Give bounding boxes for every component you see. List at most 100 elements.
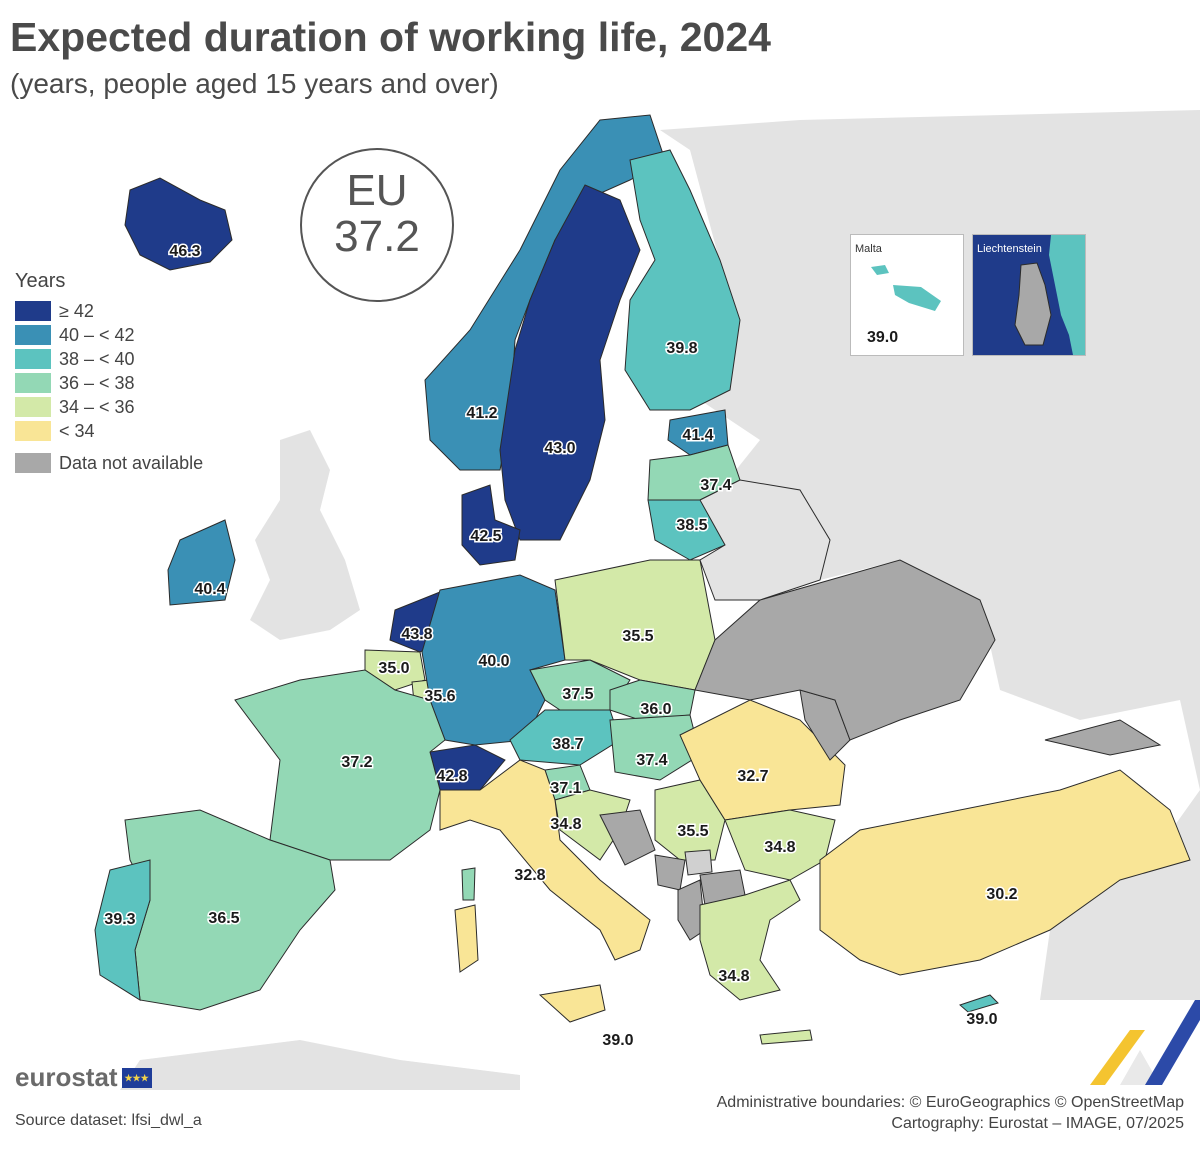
country-romania xyxy=(679,699,846,821)
landmass-uk xyxy=(250,430,360,640)
legend-item: ≥ 42 xyxy=(15,299,203,323)
value-denmark: 42.5 xyxy=(470,528,501,545)
value-cyprus: 39.0 xyxy=(966,1011,997,1028)
value-netherlands: 43.8 xyxy=(401,626,432,643)
island-crete xyxy=(759,1029,813,1045)
value-serbia: 35.5 xyxy=(677,823,708,840)
value-slovakia: 36.0 xyxy=(640,701,671,718)
legend-swatch xyxy=(15,397,51,417)
value-sweden: 43.0 xyxy=(544,440,575,457)
value-hungary: 37.4 xyxy=(636,752,667,769)
value-bulgaria: 34.8 xyxy=(764,839,795,856)
country-kosovo xyxy=(684,849,713,876)
eurostat-logo: eurostat ★★★ xyxy=(15,1062,152,1093)
legend-label: ≥ 42 xyxy=(59,300,94,321)
credits-boundaries: Administrative boundaries: © EuroGeograp… xyxy=(716,1094,1184,1111)
legend: Years ≥ 42 40 – < 42 38 – < 40 36 – < 38… xyxy=(15,270,203,475)
source-note: Source dataset: lfsi_dwl_a xyxy=(15,1112,202,1129)
value-portugal: 39.3 xyxy=(104,911,135,928)
inset-value: 39.0 xyxy=(867,329,899,346)
legend-label: Data not available xyxy=(59,452,204,473)
value-luxembourg: 35.6 xyxy=(424,688,455,705)
country-montenegro xyxy=(654,854,686,891)
value-france: 37.2 xyxy=(341,754,372,771)
value-greece: 34.8 xyxy=(718,968,749,985)
value-iceland: 46.3 xyxy=(169,243,200,260)
legend-swatch xyxy=(15,349,51,369)
credits: Administrative boundaries: © EuroGeograp… xyxy=(717,1092,1184,1134)
value-switzerland: 42.8 xyxy=(436,768,467,785)
island-corsica xyxy=(461,867,476,901)
country-iceland xyxy=(124,177,233,271)
country-cyprus xyxy=(959,994,999,1013)
legend-label: 34 – < 36 xyxy=(59,396,135,417)
malta-shape xyxy=(871,265,941,311)
country-hungary xyxy=(609,714,701,781)
country-portugal xyxy=(94,859,151,1001)
value-malta-south: 39.0 xyxy=(602,1032,633,1049)
eu-value: 37.2 xyxy=(334,212,420,261)
inset-name: Liechtenstein xyxy=(977,243,1042,255)
value-belgium: 35.0 xyxy=(378,660,409,677)
legend-title: Years xyxy=(15,270,66,292)
inset-malta: Malta 39.0 xyxy=(850,234,964,356)
value-turkey: 30.2 xyxy=(986,886,1017,903)
value-norway: 41.2 xyxy=(466,405,497,422)
landmass-africa xyxy=(120,1040,520,1090)
country-denmark xyxy=(461,484,521,566)
value-ireland: 40.4 xyxy=(194,581,225,598)
country-ukraine xyxy=(694,559,996,741)
value-croatia: 34.8 xyxy=(550,816,581,833)
island-sicily xyxy=(538,984,606,1023)
value-austria: 38.7 xyxy=(552,736,583,753)
legend-swatch xyxy=(15,421,51,441)
country-georgia xyxy=(1044,719,1162,756)
value-finland: 39.8 xyxy=(666,340,697,357)
legend-label: < 34 xyxy=(59,420,95,441)
legend-item: 34 – < 36 xyxy=(15,395,203,419)
legend-swatch xyxy=(15,325,51,345)
page-subtitle: (years, people aged 15 years and over) xyxy=(10,68,499,99)
value-italy: 32.8 xyxy=(514,867,545,884)
value-lithuania: 38.5 xyxy=(676,517,707,534)
value-slovenia: 37.1 xyxy=(550,780,581,797)
page-title: Expected duration of working life, 2024 xyxy=(10,14,771,60)
country-finland xyxy=(624,149,741,411)
legend-item: 36 – < 38 xyxy=(15,371,203,395)
legend-item: 38 – < 40 xyxy=(15,347,203,371)
corner-decoration-icon xyxy=(1090,1000,1200,1085)
value-spain: 36.5 xyxy=(208,910,239,927)
country-greece xyxy=(699,879,801,1001)
value-latvia: 37.4 xyxy=(700,477,731,494)
country-bosnia xyxy=(599,809,656,866)
value-estonia: 41.4 xyxy=(682,427,713,444)
value-poland: 35.5 xyxy=(622,628,653,645)
value-germany: 40.0 xyxy=(478,653,509,670)
eu-flag-icon: ★★★ xyxy=(121,1067,152,1088)
legend-swatch xyxy=(15,301,51,321)
inset-name: Malta xyxy=(855,243,882,255)
legend-item: < 34 xyxy=(15,419,203,443)
legend-label: 38 – < 40 xyxy=(59,348,135,369)
legend-label: 40 – < 42 xyxy=(59,324,135,345)
legend-label: 36 – < 38 xyxy=(59,372,135,393)
inset-liechtenstein: Liechtenstein xyxy=(972,234,1086,356)
legend-swatch xyxy=(15,373,51,393)
country-ireland xyxy=(167,519,236,606)
value-czechia: 37.5 xyxy=(562,686,593,703)
country-turkey xyxy=(819,769,1191,976)
country-belarus xyxy=(699,479,831,601)
country-albania xyxy=(677,879,706,941)
legend-item-na: Data not available xyxy=(15,451,203,475)
value-romania: 32.7 xyxy=(737,768,768,785)
liechtenstein-shape xyxy=(1014,235,1085,355)
legend-item: 40 – < 42 xyxy=(15,323,203,347)
country-sweden xyxy=(499,184,641,541)
island-sardinia xyxy=(454,904,479,973)
eu-label: EU xyxy=(346,166,408,215)
eu-average-badge: EU 37.2 xyxy=(300,148,454,302)
legend-swatch xyxy=(15,453,51,473)
country-italy xyxy=(439,759,651,961)
credits-cartography: Cartography: Eurostat – IMAGE, 07/2025 xyxy=(891,1115,1184,1132)
country-france xyxy=(234,669,446,861)
